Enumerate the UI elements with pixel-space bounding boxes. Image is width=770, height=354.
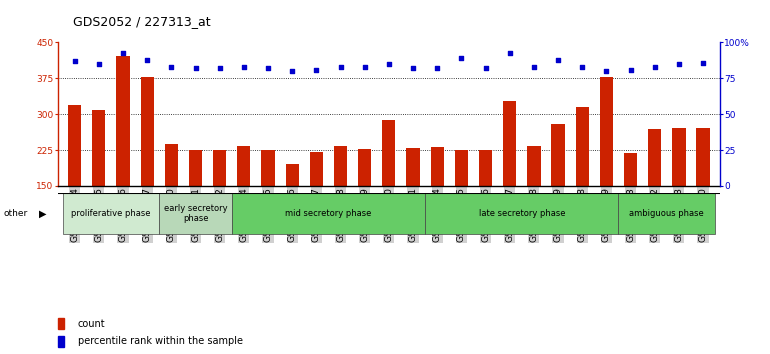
Text: early secretory
phase: early secretory phase	[164, 204, 227, 223]
Point	[504, 50, 516, 55]
Point	[455, 56, 467, 61]
Point	[92, 61, 105, 67]
Bar	[237, 146, 250, 257]
Bar	[68, 105, 82, 257]
Text: ▶: ▶	[38, 208, 46, 218]
Point	[407, 65, 419, 71]
FancyBboxPatch shape	[618, 193, 715, 234]
Point	[624, 67, 637, 73]
Bar	[575, 107, 589, 257]
Text: percentile rank within the sample: percentile rank within the sample	[78, 336, 243, 346]
Bar	[261, 149, 275, 257]
FancyBboxPatch shape	[62, 193, 159, 234]
Bar	[58, 318, 65, 329]
Text: proliferative phase: proliferative phase	[71, 209, 151, 218]
Bar	[286, 164, 299, 257]
Point	[431, 65, 444, 71]
Point	[238, 64, 250, 70]
Point	[166, 64, 178, 70]
Bar	[92, 110, 105, 257]
Bar	[600, 77, 613, 257]
Point	[576, 64, 588, 70]
FancyBboxPatch shape	[425, 193, 618, 234]
Bar	[213, 149, 226, 257]
Text: GDS2052 / 227313_at: GDS2052 / 227313_at	[73, 15, 211, 28]
Bar	[407, 148, 420, 257]
Bar	[165, 144, 178, 257]
Bar	[672, 127, 685, 257]
Point	[527, 64, 540, 70]
Point	[334, 64, 346, 70]
Point	[286, 68, 298, 74]
Bar	[358, 149, 371, 257]
Bar	[430, 147, 444, 257]
Point	[310, 67, 323, 73]
Point	[697, 60, 709, 65]
Bar	[479, 149, 492, 257]
Bar	[116, 56, 129, 257]
Text: ambiguous phase: ambiguous phase	[629, 209, 704, 218]
Point	[69, 58, 81, 64]
Point	[359, 64, 371, 70]
Bar	[382, 120, 396, 257]
Bar	[455, 149, 468, 257]
Point	[117, 50, 129, 55]
Bar	[141, 77, 154, 257]
Bar	[648, 129, 661, 257]
FancyBboxPatch shape	[232, 193, 425, 234]
Bar	[503, 101, 517, 257]
Bar	[551, 124, 564, 257]
Text: other: other	[4, 209, 28, 218]
Bar	[527, 146, 541, 257]
Point	[189, 65, 202, 71]
Bar	[696, 127, 710, 257]
Point	[600, 68, 612, 74]
Bar	[58, 336, 65, 347]
Point	[213, 65, 226, 71]
Point	[262, 65, 274, 71]
Point	[673, 61, 685, 67]
Bar	[189, 150, 203, 257]
Bar	[624, 153, 638, 257]
Point	[480, 65, 492, 71]
Bar	[310, 152, 323, 257]
Text: late secretory phase: late secretory phase	[478, 209, 565, 218]
Bar	[334, 146, 347, 257]
Point	[648, 64, 661, 70]
Point	[383, 61, 395, 67]
Text: mid secretory phase: mid secretory phase	[285, 209, 372, 218]
Text: count: count	[78, 319, 105, 329]
Point	[141, 57, 153, 63]
Point	[552, 57, 564, 63]
FancyBboxPatch shape	[159, 193, 232, 234]
